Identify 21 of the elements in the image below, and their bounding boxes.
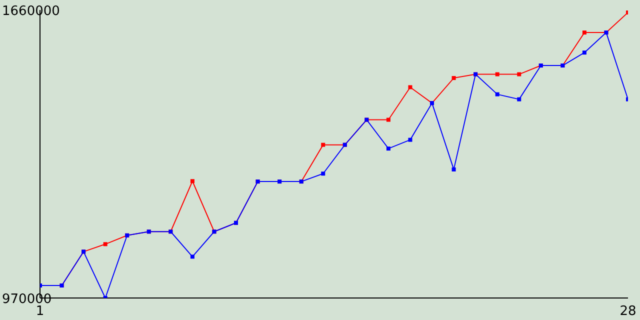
- point: [452, 76, 456, 80]
- point: [103, 242, 108, 246]
- point: [386, 118, 390, 122]
- point: [582, 30, 586, 35]
- point: [408, 138, 412, 142]
- point: [495, 92, 500, 96]
- point: [517, 72, 522, 76]
- y-tick-label: 970000: [2, 292, 52, 307]
- point: [321, 142, 326, 147]
- point: [386, 146, 390, 151]
- point: [321, 172, 326, 176]
- point: [582, 50, 586, 55]
- y-tick-label: 1660000: [2, 4, 60, 19]
- point: [408, 85, 412, 90]
- point: [517, 97, 522, 102]
- x-tick-label: 1: [36, 304, 44, 320]
- x-tick-label: 28: [620, 304, 636, 320]
- point: [452, 167, 456, 172]
- point: [495, 72, 500, 76]
- point: [190, 254, 194, 259]
- point: [190, 179, 194, 184]
